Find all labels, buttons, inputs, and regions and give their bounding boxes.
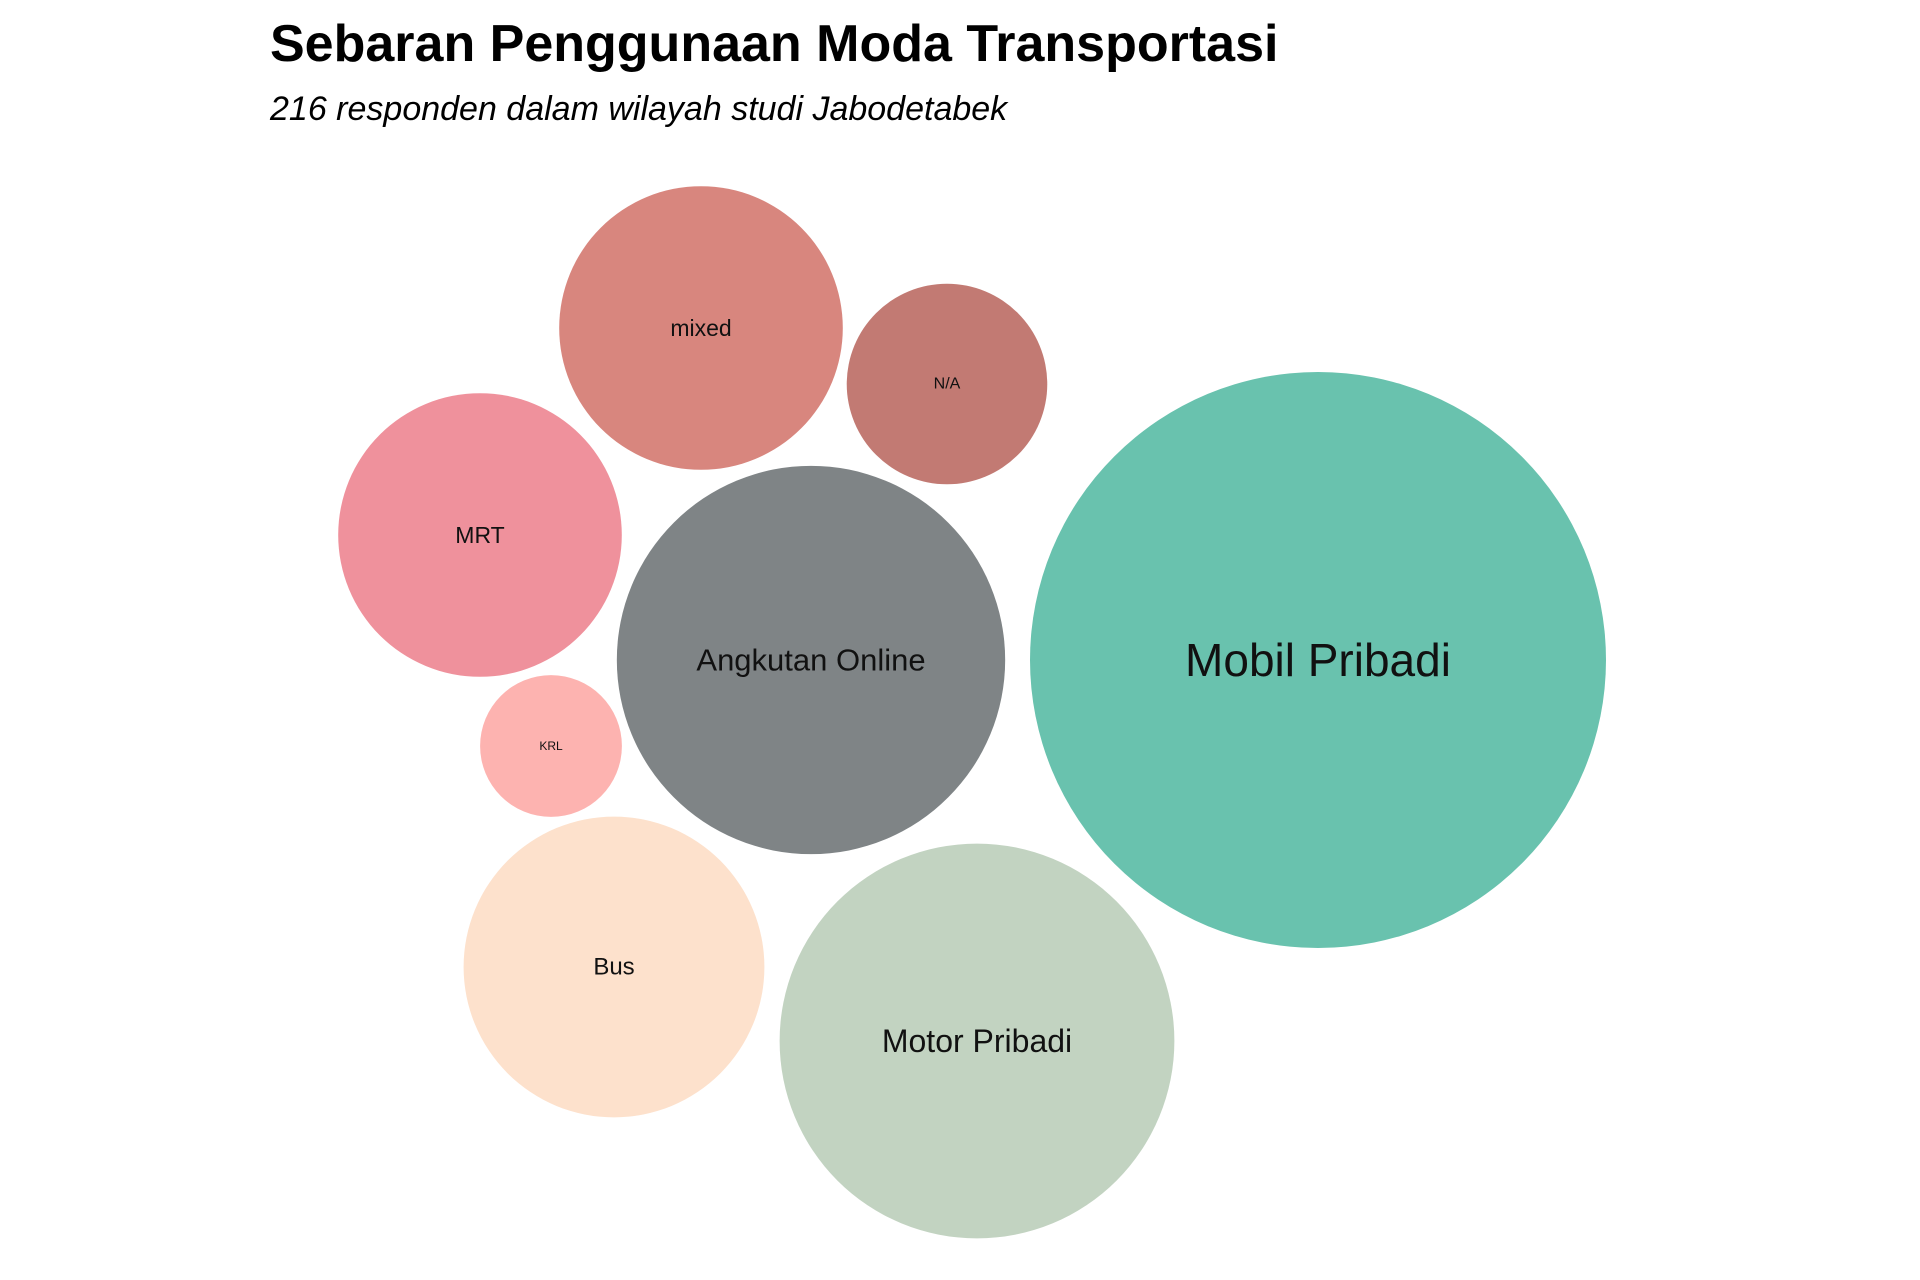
bubble-mobil-pribadi: Mobil Pribadi	[1030, 372, 1606, 948]
bubble-label-bus: Bus	[593, 954, 634, 981]
bubble-circle-mrt	[338, 393, 622, 677]
bubble-circle-mixed	[559, 186, 843, 470]
bubble-label-mrt: MRT	[455, 522, 504, 548]
bubble-mrt: MRT	[338, 393, 622, 677]
chart-title: Sebaran Penggunaan Moda Transportasi	[270, 15, 1279, 73]
bubble-circle-angkutan-online	[616, 465, 1006, 855]
bubble-label-motor-pribadi: Motor Pribadi	[882, 1023, 1072, 1059]
bubble-angkutan-online: Angkutan Online	[616, 465, 1006, 855]
bubble-krl: KRL	[480, 675, 622, 817]
bubble-circle-n-a	[846, 283, 1048, 485]
bubble-circle-krl	[480, 675, 622, 817]
bubble-n-a: N/A	[846, 283, 1048, 485]
bubble-mixed: mixed	[559, 186, 843, 470]
bubble-label-krl: KRL	[539, 739, 563, 753]
bubble-circle-mobil-pribadi	[1030, 372, 1606, 948]
bubble-label-mixed: mixed	[670, 315, 731, 341]
bubble-label-angkutan-online: Angkutan Online	[696, 643, 925, 678]
bubble-motor-pribadi: Motor Pribadi	[779, 843, 1175, 1239]
bubble-circle-motor-pribadi	[779, 843, 1175, 1239]
bubble-bus: Bus	[463, 816, 765, 1118]
bubble-circle-bus	[463, 816, 765, 1118]
chart-subtitle: 216 responden dalam wilayah studi Jabode…	[270, 90, 1008, 128]
bubble-label-mobil-pribadi: Mobil Pribadi	[1185, 634, 1451, 686]
bubble-label-n-a: N/A	[934, 376, 961, 393]
